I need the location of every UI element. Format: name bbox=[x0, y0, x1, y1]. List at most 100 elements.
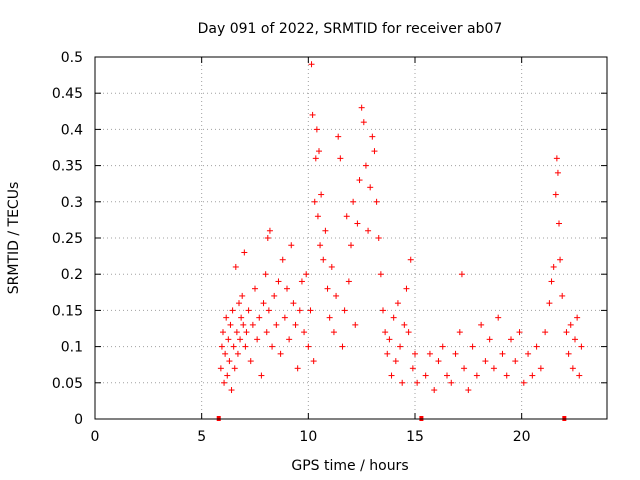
data-point bbox=[516, 329, 523, 336]
x-axis-label: GPS time / hours bbox=[291, 458, 408, 474]
data-point bbox=[356, 177, 363, 184]
y-tick-label: 0.05 bbox=[52, 376, 83, 392]
data-point bbox=[263, 329, 270, 336]
data-point bbox=[254, 336, 261, 343]
data-point bbox=[373, 198, 380, 205]
data-point bbox=[550, 263, 557, 270]
data-point bbox=[499, 350, 506, 357]
data-point bbox=[386, 336, 393, 343]
data-point bbox=[377, 271, 384, 278]
data-point bbox=[405, 329, 412, 336]
data-point bbox=[228, 387, 235, 394]
data-points bbox=[216, 61, 585, 421]
data-point bbox=[578, 343, 585, 350]
data-point bbox=[503, 372, 510, 379]
data-point bbox=[260, 300, 267, 307]
y-axis-label: SRMTID / TECUs bbox=[6, 182, 22, 295]
data-point bbox=[303, 271, 310, 278]
data-point bbox=[546, 300, 553, 307]
data-point bbox=[241, 249, 248, 256]
data-point bbox=[380, 307, 386, 314]
data-point bbox=[559, 292, 566, 299]
data-point bbox=[217, 365, 224, 372]
data-point bbox=[369, 133, 376, 140]
x-tick-label: 15 bbox=[406, 429, 424, 445]
data-point bbox=[508, 336, 514, 343]
y-tick-label: 0.35 bbox=[52, 159, 83, 175]
data-point bbox=[328, 263, 335, 270]
data-point bbox=[333, 292, 340, 299]
data-point bbox=[358, 104, 365, 111]
data-point bbox=[240, 321, 247, 328]
data-point bbox=[407, 256, 414, 263]
data-point bbox=[273, 321, 280, 328]
x-tick-label: 20 bbox=[513, 429, 531, 445]
data-point bbox=[224, 372, 231, 379]
data-point bbox=[312, 155, 319, 162]
data-point bbox=[236, 300, 242, 307]
data-point bbox=[360, 119, 367, 126]
data-point bbox=[465, 387, 472, 394]
y-tick-label: 0.15 bbox=[52, 303, 83, 319]
data-point bbox=[350, 198, 357, 205]
data-point bbox=[565, 350, 572, 357]
data-point bbox=[382, 329, 389, 336]
data-point bbox=[548, 278, 555, 285]
data-point bbox=[339, 343, 346, 350]
data-point bbox=[456, 329, 463, 336]
data-point bbox=[296, 307, 303, 314]
data-point bbox=[298, 278, 305, 285]
data-point bbox=[294, 365, 301, 372]
y-tick-label: 0.25 bbox=[52, 231, 83, 247]
data-point bbox=[553, 155, 560, 162]
data-point bbox=[401, 321, 408, 328]
data-point bbox=[288, 242, 295, 249]
data-point bbox=[482, 358, 489, 365]
data-point bbox=[265, 307, 272, 314]
data-point bbox=[574, 314, 581, 321]
data-point bbox=[384, 350, 391, 357]
data-point bbox=[552, 191, 559, 198]
data-point bbox=[537, 365, 544, 372]
data-point bbox=[256, 314, 263, 321]
data-point bbox=[412, 350, 418, 357]
data-point bbox=[249, 321, 256, 328]
data-point bbox=[490, 365, 497, 372]
data-point bbox=[495, 314, 502, 321]
data-point bbox=[365, 227, 372, 234]
data-point bbox=[343, 213, 350, 220]
data-point bbox=[320, 256, 327, 263]
x-tick-label: 5 bbox=[197, 429, 206, 445]
data-point bbox=[264, 235, 271, 241]
data-point bbox=[341, 307, 348, 314]
data-point bbox=[542, 329, 549, 336]
data-point bbox=[233, 329, 240, 336]
data-point bbox=[311, 198, 318, 205]
data-point bbox=[262, 271, 269, 278]
data-point bbox=[335, 133, 342, 140]
data-point bbox=[220, 329, 226, 336]
data-point bbox=[308, 61, 315, 68]
data-point bbox=[525, 350, 532, 357]
data-point bbox=[348, 242, 354, 249]
data-point bbox=[230, 343, 237, 350]
chart-title: Day 091 of 2022, SRMTID for receiver ab0… bbox=[198, 21, 503, 37]
data-point bbox=[237, 336, 244, 343]
data-point bbox=[569, 365, 576, 372]
data-point bbox=[392, 358, 399, 365]
x-tick-label: 10 bbox=[299, 429, 317, 445]
data-point bbox=[269, 343, 276, 350]
data-point bbox=[461, 365, 468, 372]
data-point bbox=[309, 111, 316, 118]
data-point bbox=[352, 321, 359, 328]
data-point bbox=[226, 358, 233, 365]
data-point bbox=[431, 387, 438, 394]
data-point bbox=[469, 343, 476, 350]
data-point bbox=[414, 379, 421, 386]
data-point bbox=[448, 379, 455, 386]
data-point bbox=[354, 220, 361, 227]
data-point bbox=[238, 314, 245, 321]
data-point bbox=[554, 169, 561, 176]
data-point bbox=[218, 343, 225, 350]
